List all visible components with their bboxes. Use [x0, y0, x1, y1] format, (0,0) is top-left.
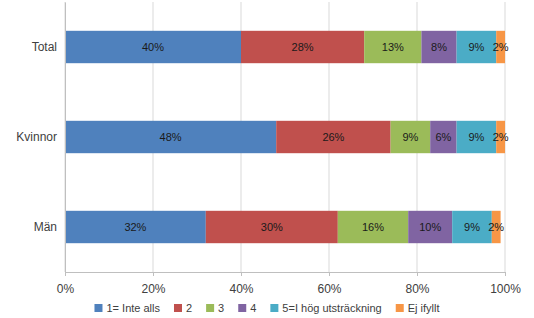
data-label: 2% — [488, 221, 504, 233]
legend-swatch — [206, 304, 214, 312]
grid — [65, 2, 505, 272]
legend-swatch — [238, 304, 246, 312]
grid-line — [65, 2, 66, 272]
bar-segment — [408, 211, 452, 243]
legend-item: Ej ifyllt — [396, 302, 440, 314]
legend-label: Ej ifyllt — [408, 302, 440, 314]
bar-segment — [241, 31, 364, 63]
legend-swatch — [174, 304, 182, 312]
x-tick: 80% — [405, 272, 429, 296]
legend-item: 1= Inte alls — [94, 302, 160, 314]
legend-label: 1= Inte alls — [106, 302, 160, 314]
bar-segment — [391, 121, 431, 153]
legend-item: 5=I hög utsträckning — [270, 302, 381, 314]
x-tick-mark — [505, 272, 506, 276]
data-label: 28% — [292, 41, 314, 53]
x-tick-label: 60% — [317, 282, 341, 296]
y-tick-label: Män — [34, 220, 57, 234]
x-tick-label: 40% — [229, 282, 253, 296]
bars — [65, 31, 505, 243]
bar-segment — [457, 121, 497, 153]
data-label: 13% — [382, 41, 404, 53]
legend-item: 3 — [206, 302, 224, 314]
x-tick-mark — [65, 272, 66, 276]
legend-swatch — [396, 304, 404, 312]
data-label: 6% — [435, 131, 451, 143]
data-label: 9% — [402, 131, 418, 143]
bar-segment — [452, 211, 492, 243]
x-tick-mark — [329, 272, 330, 276]
data-label: 10% — [419, 221, 441, 233]
x-tick: 60% — [317, 272, 341, 296]
y-tick-label: Kvinnor — [16, 130, 57, 144]
x-axis: 0% 20% 40% 60% 80% 100% — [57, 272, 521, 296]
x-tick-mark — [241, 272, 242, 276]
bar-segment — [338, 211, 408, 243]
legend-swatch — [270, 304, 278, 312]
legend-label: 5=I hög utsträckning — [282, 302, 381, 314]
x-axis-line — [66, 272, 506, 273]
bar-segment — [206, 211, 338, 243]
y-tick: Kvinnor — [16, 130, 57, 144]
data-label: 8% — [431, 41, 447, 53]
legend-label: 3 — [218, 302, 224, 314]
y-tick-label: Total — [32, 40, 57, 54]
x-tick-label: 80% — [405, 282, 429, 296]
data-label: 48% — [160, 131, 182, 143]
data-label: 9% — [464, 221, 480, 233]
x-tick-label: 100% — [490, 282, 521, 296]
x-tick: 20% — [141, 272, 165, 296]
x-tick-mark — [153, 272, 154, 276]
x-tick: 40% — [229, 272, 253, 296]
legend: 1= Inte alls 2 3 4 5=I hög utsträckning Ej if… — [94, 302, 439, 314]
data-label: 9% — [468, 131, 484, 143]
y-tick: Män — [34, 220, 57, 234]
plot: 40% 48% 32% 28% 26% 30% 13% 9% 16% 8% 6% 10% 9% 9% 9% 2… — [16, 2, 521, 296]
x-tick-mark — [417, 272, 418, 276]
bar-segment — [364, 31, 421, 63]
legend-item: 2 — [174, 302, 192, 314]
chart: 40%48%32%28%26%30%13%9%16%8%6%10%9%9%9%2… — [0, 0, 534, 318]
legend-label: 2 — [186, 302, 192, 314]
y-tick: Total — [32, 40, 57, 54]
x-tick-label: 0% — [57, 282, 75, 296]
bar-segment — [65, 31, 241, 63]
bar-segment — [430, 121, 456, 153]
bar-segment — [65, 121, 276, 153]
data-label: 40% — [142, 41, 164, 53]
bar-segment — [276, 121, 390, 153]
bar-segment — [65, 211, 206, 243]
data-labels: 40% 48% 32% 28% 26% 30% 13% 9% 16% 8% 6% 10% 9% 9% 9% 2… — [124, 41, 508, 233]
data-label: 32% — [124, 221, 146, 233]
data-label: 2% — [493, 131, 509, 143]
data-label: 26% — [322, 131, 344, 143]
legend-swatch — [94, 304, 102, 312]
legend-label: 4 — [250, 302, 256, 314]
data-label: 16% — [362, 221, 384, 233]
x-tick: 0% — [57, 272, 75, 296]
x-tick: 100% — [490, 272, 521, 296]
data-label: 30% — [261, 221, 283, 233]
y-axis-line — [65, 3, 66, 273]
data-label: 2% — [493, 41, 509, 53]
bar-segment — [421, 31, 456, 63]
data-label: 9% — [468, 41, 484, 53]
y-axis: Total Kvinnor Män — [16, 3, 65, 273]
legend-item: 4 — [238, 302, 256, 314]
bar-segment — [457, 31, 497, 63]
x-tick-label: 20% — [141, 282, 165, 296]
